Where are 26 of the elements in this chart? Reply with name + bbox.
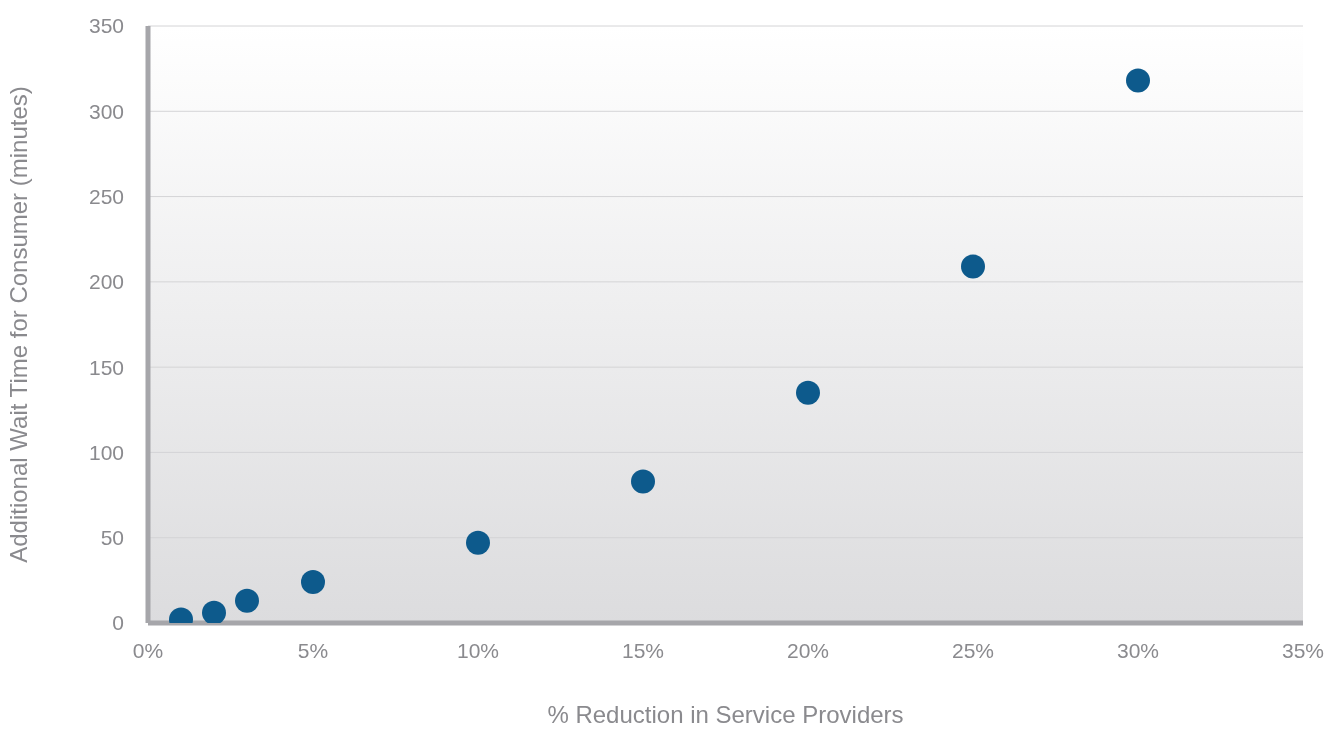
y-tick-label: 100: [88, 440, 124, 464]
point: [466, 530, 490, 555]
point: [235, 588, 259, 613]
point: [961, 254, 985, 279]
x-tick-label: 25%: [951, 638, 995, 662]
point: [796, 380, 820, 405]
y-tick-label: 350: [88, 14, 124, 38]
point: [1126, 68, 1150, 93]
x-tick-label: 15%: [621, 638, 665, 662]
x-tick-label: 0%: [132, 638, 164, 662]
y-tick-label: 200: [88, 270, 124, 294]
point: [301, 570, 325, 595]
y-axis-title: Additional Wait Time for Consumer (minutes): [4, 86, 32, 563]
x-tick-label: 10%: [456, 638, 500, 662]
y-tick-label: 50: [100, 526, 124, 550]
x-tick-label: 5%: [297, 638, 329, 662]
y-tick-label: 300: [88, 99, 124, 123]
x-axis-title: % Reduction in Service Providers: [547, 701, 904, 728]
y-tick-label: 250: [88, 185, 124, 209]
x-tick-label: 30%: [1116, 638, 1160, 662]
y-tick-label: 150: [88, 355, 124, 379]
x-tick-label: 35%: [1281, 638, 1325, 662]
y-tick-label: 0: [112, 611, 124, 635]
point: [202, 600, 226, 623]
point: [631, 469, 655, 494]
x-tick-label: 20%: [786, 638, 830, 662]
